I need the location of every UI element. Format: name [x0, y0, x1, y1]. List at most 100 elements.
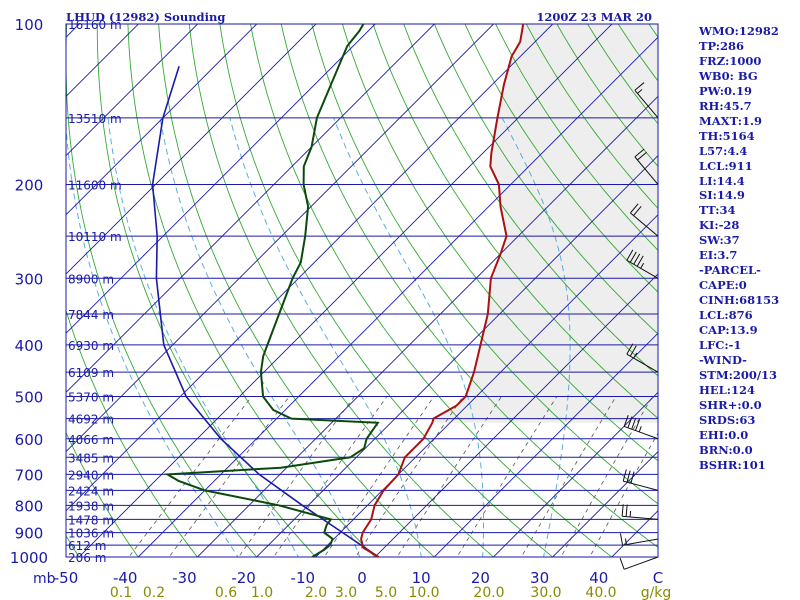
dry-adiabat	[495, 24, 658, 251]
wind-barb	[619, 533, 659, 546]
index-item: TP:286	[699, 38, 745, 53]
dry-adiabat	[464, 24, 658, 293]
sounding-curves	[151, 24, 525, 557]
dry-adiabat	[372, 24, 658, 419]
mixing-ratio-tick-label: 1.0	[251, 585, 273, 600]
mixing-ratio-tick-label: 10.0	[408, 585, 439, 600]
dry-adiabat	[66, 309, 198, 557]
mixing-ratio-tick-label: 20.0	[473, 585, 504, 600]
mixing-ratio-line	[273, 396, 388, 557]
height-label: 6109 m	[68, 366, 114, 380]
wind-barb	[634, 148, 659, 185]
height-label: 16160 m	[68, 18, 122, 32]
mixing-ratio-line	[560, 396, 653, 557]
index-item: EHI:0.0	[699, 427, 749, 442]
dry-adiabat	[311, 24, 658, 505]
height-label: 1036 m	[68, 527, 114, 541]
mixing-ratio-tick-label: 0.2	[143, 585, 165, 600]
dry-adiabat	[158, 24, 435, 557]
index-item: LCL:876	[699, 308, 753, 323]
index-item: BRN:0.0	[699, 442, 753, 457]
dry-adiabat	[127, 24, 376, 557]
height-label: 5370 m	[68, 391, 114, 405]
height-label: 3485 m	[68, 451, 114, 465]
isotherm	[66, 24, 554, 512]
index-item: WB0: BG	[699, 68, 758, 83]
height-label: 206 m	[68, 551, 106, 565]
pressure-tick-label: 700	[15, 466, 44, 484]
index-item: EI:3.7	[699, 248, 738, 263]
height-label: 7844 m	[68, 308, 114, 322]
isotherms	[66, 24, 658, 557]
height-label: 612 m	[68, 539, 106, 553]
pressure-tick-label: 300	[15, 270, 44, 288]
index-item: LI:14.4	[699, 173, 745, 188]
dry-adiabat	[280, 24, 658, 549]
index-item: PW:0.19	[699, 83, 753, 98]
mixing-ratio-line	[238, 396, 355, 557]
height-label: 13510 m	[68, 112, 122, 126]
wind-barb	[619, 556, 659, 570]
index-item: TH:5164	[699, 128, 755, 143]
mixing-ratio-line	[520, 396, 617, 557]
temperature-tick-label: -10	[291, 569, 316, 587]
dry-adiabat	[341, 24, 658, 462]
index-item: CINH:68153	[699, 293, 780, 308]
height-label: 2424 m	[68, 484, 114, 498]
dry-adiabat	[403, 24, 658, 377]
mixing-ratio-line	[323, 396, 435, 557]
pressure-tick-label: 800	[15, 497, 44, 515]
mixing-ratio-tick-label: 30.0	[530, 585, 561, 600]
index-item: CAP:13.9	[699, 323, 758, 338]
isotherm	[255, 154, 658, 557]
index-item: LFC:-1	[699, 338, 742, 353]
temperature-tick-label: -50	[54, 569, 79, 587]
isotherm	[78, 24, 613, 557]
isotherm	[66, 24, 495, 453]
height-label: 1938 m	[68, 499, 114, 513]
isotherm	[66, 24, 199, 157]
chart-valid-time: 1200Z 23 MAR 20	[536, 10, 652, 24]
isotherm	[137, 36, 658, 557]
index-item: FRZ:1000	[699, 53, 762, 68]
wind-barb	[622, 469, 659, 491]
isotherm	[433, 332, 658, 557]
temperature-tick-label: 0	[357, 569, 367, 587]
index-item: SRDS:63	[699, 412, 756, 427]
mixing-ratio-tick-label: 3.0	[335, 585, 357, 600]
temperature-tick-label: C	[653, 569, 663, 587]
index-item: SI:14.9	[699, 188, 745, 203]
index-item: LCL:911	[699, 158, 753, 173]
pressure-tick-label: 600	[15, 431, 44, 449]
plot-frame	[65, 23, 659, 558]
mixing-ratio-tick-label: 2.0	[305, 585, 327, 600]
isotherm	[66, 24, 258, 216]
index-item: RH:45.7	[699, 98, 752, 113]
wind-barb	[626, 249, 659, 279]
index-item: -WIND-	[699, 352, 747, 367]
height-label: 2940 m	[68, 468, 114, 482]
index-item: CAPE:0	[699, 278, 747, 293]
mixing-ratio-line	[128, 396, 253, 557]
isotherm	[66, 24, 376, 334]
pressure-tick-label: 200	[15, 176, 44, 194]
height-label: 10110 m	[68, 230, 122, 244]
dry-adiabat	[66, 24, 258, 557]
index-item: -PARCEL-	[699, 263, 761, 278]
dry-adiabat	[66, 431, 139, 557]
mixing-ratio-line	[396, 396, 502, 557]
index-item: SW:37	[699, 233, 740, 248]
mixing-ratio-tick-label: 0.6	[215, 585, 237, 600]
wind-barb	[634, 82, 659, 119]
chart-title: LHUD (12982) Sounding	[66, 10, 225, 24]
pressure-tick-label: 100	[15, 16, 44, 34]
dry-adiabat	[96, 24, 317, 557]
temperature-tick-label: -30	[172, 569, 197, 587]
index-item: SHR+:0.0	[699, 397, 762, 412]
height-label: 8900 m	[68, 272, 114, 286]
temperature-tick-label: -20	[231, 569, 256, 587]
indices-panel: WMO:12982 TP:286 FRZ:1000 WB0: BG PW:0.19 RH:…	[699, 24, 799, 473]
pressure-tick-label: 900	[15, 525, 44, 543]
